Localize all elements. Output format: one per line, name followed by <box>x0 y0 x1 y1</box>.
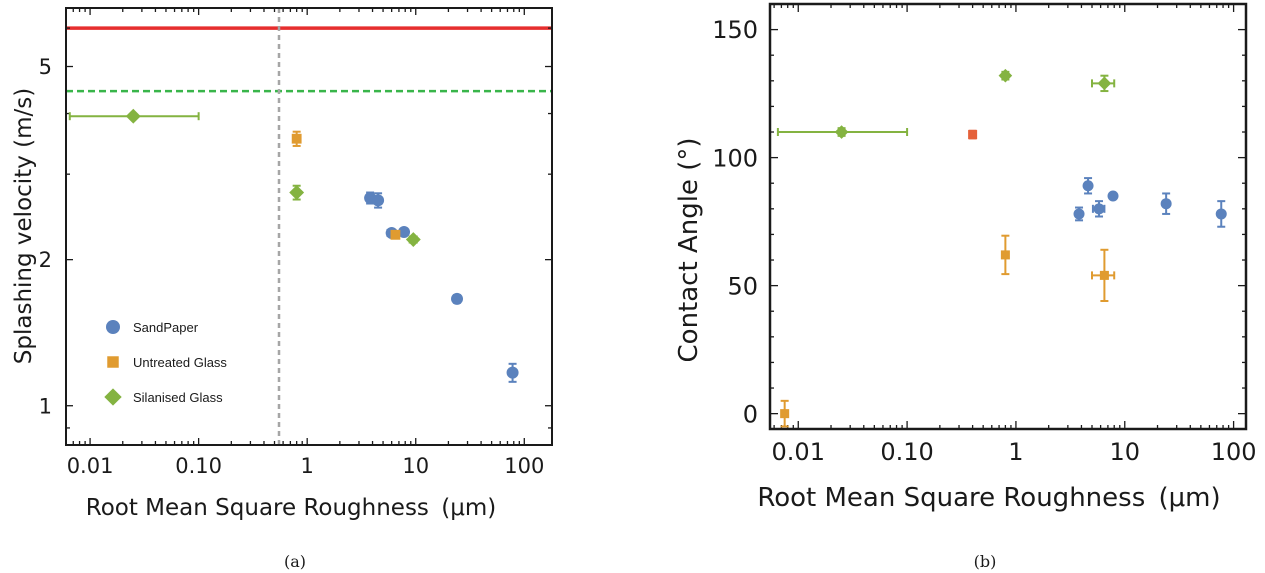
panel-b-point-sandpaper <box>1160 192 1172 215</box>
panel-a-marker-silanised <box>289 185 305 200</box>
panel-a-point-sandpaper <box>372 192 385 209</box>
panel-b-marker-sandpaper <box>1082 180 1094 192</box>
legend-label-silanised: Silanised Glass <box>133 390 223 405</box>
panel-a-y-tick-label: 5 <box>39 55 52 79</box>
panel-b-y-tick-label: 0 <box>743 400 758 428</box>
legend-entry-untreated: Untreated Glass <box>107 355 227 370</box>
panel-b-marker-silanised <box>1097 76 1112 91</box>
legend-marker-sandpaper <box>106 320 120 334</box>
panel-b-x-axis-title: Root Mean Square Roughness (μm) <box>757 483 1220 513</box>
panel-a-point-untreated <box>390 229 401 240</box>
panel-a-marker-untreated <box>291 133 302 144</box>
panel-b-point-sandpaper <box>1107 190 1119 202</box>
panel-a-y-axis-title: Splashing velocity (m/s) <box>11 88 37 364</box>
panel-b-y-tick-label: 100 <box>712 144 758 172</box>
panel-b-marker-untreated <box>1000 250 1010 260</box>
legend-label-sandpaper: SandPaper <box>133 320 199 335</box>
panel-b-point-red <box>968 129 978 140</box>
legend-marker-silanised <box>104 388 122 406</box>
legend-label-untreated: Untreated Glass <box>133 355 227 370</box>
panel-b-x-tick-label: 100 <box>1211 438 1257 466</box>
panel-b-y-tick-label: 50 <box>727 272 758 300</box>
legend-marker-untreated <box>107 356 119 368</box>
panel-a-x-tick-label: 0.10 <box>175 454 222 478</box>
panel-a-x-axis-title-main: Root Mean Square Roughness <box>86 495 429 521</box>
panel-a-marker-sandpaper <box>451 292 464 305</box>
panel-b-point-sandpaper <box>1082 177 1094 195</box>
panel-a-point-untreated <box>291 130 302 147</box>
legend-entry-sandpaper: SandPaper <box>106 320 199 335</box>
panel-b-x-tick-label: 10 <box>1109 438 1140 466</box>
panel-b-y-tick-label: 150 <box>712 16 758 44</box>
panel-b-marker-sandpaper <box>1093 203 1105 215</box>
panel-b-marker-sandpaper <box>1073 208 1085 220</box>
panel-a-x-tick-label: 0.01 <box>67 454 114 478</box>
panel-b-point-untreated <box>1000 234 1010 276</box>
panel-b-marker-silanised <box>834 125 849 139</box>
panel-b-point-sandpaper <box>1215 200 1227 228</box>
panel-a-marker-silanised <box>125 108 141 124</box>
panel-b-marker-sandpaper <box>1160 198 1172 210</box>
panel-a-point-silanised <box>68 108 200 124</box>
panel-a-x-tick-label: 1 <box>300 454 313 478</box>
panel-a-point-silanised <box>289 184 305 201</box>
panel-b-point-silanised <box>1091 74 1116 93</box>
panel-b-point-untreated <box>780 399 790 428</box>
panel-a-data-marks <box>68 108 519 383</box>
panel-a-reference-lines <box>66 8 552 445</box>
panel-b-marker-sandpaper <box>1215 208 1227 220</box>
panel-b-marker-untreated <box>780 409 790 419</box>
panel-b-point-silanised <box>776 125 909 139</box>
panel-a-marker-untreated <box>390 229 401 240</box>
panel-b-point-sandpaper <box>1073 206 1085 222</box>
panel-b-marker-silanised <box>998 68 1013 83</box>
panel-a-plot-frame <box>65 7 553 446</box>
panel-b-y-axis-title: Contact Angle (°) <box>674 138 704 363</box>
panel-b-marker-red <box>968 130 978 140</box>
panel-b-plot-frame <box>768 2 1248 431</box>
panel-b-x-axis-title-main: Root Mean Square Roughness <box>757 483 1145 513</box>
panel-b-point-untreated <box>1091 248 1116 302</box>
panel-a-marker-sandpaper <box>398 226 411 239</box>
panel-a-marker-sandpaper <box>506 366 519 379</box>
panel-b-point-silanised <box>998 68 1013 83</box>
panel-a-x-tick-label: 10 <box>402 454 429 478</box>
legend-entry-silanised: Silanised Glass <box>104 388 223 406</box>
panel-a-point-silanised <box>405 232 421 247</box>
panel-a-x-axis-title: Root Mean Square Roughness (μm) <box>86 495 496 521</box>
panel-b-x-axis-title-unit: (μm) <box>1159 483 1221 513</box>
panel-b-marker-untreated <box>1099 270 1109 280</box>
panel-a-point-sandpaper <box>398 226 411 239</box>
panel-a-x-axis-title-unit: (μm) <box>441 495 496 521</box>
panel-a-y-tick-label: 1 <box>39 394 52 418</box>
panel-a-caption: (a) <box>284 552 306 571</box>
panel-b-data-marks <box>776 68 1227 428</box>
panel-b-caption: (b) <box>974 552 997 571</box>
panel-a-marker-silanised <box>405 232 421 247</box>
panel-a-x-tick-label: 100 <box>504 454 544 478</box>
panel-a-y-tick-label: 2 <box>39 248 52 272</box>
panel-b-point-sandpaper <box>1091 200 1106 218</box>
panel-b-marker-sandpaper <box>1107 190 1119 202</box>
panel-a-legend: SandPaper Untreated Glass Silanised Glass <box>104 320 227 406</box>
panel-a: 0.01 0.10 1 10 100 1 2 5 SandPaper Untreated Gla… <box>11 7 553 571</box>
panel-b-x-tick-label: 0.10 <box>880 438 933 466</box>
panel-b-x-tick-label: 0.01 <box>772 438 825 466</box>
panel-b: 0.01 0.10 1 10 100 0 50 100 150 Root Mean Square… <box>674 2 1257 571</box>
panel-a-point-sandpaper <box>451 292 464 305</box>
panel-b-x-tick-label: 1 <box>1008 438 1023 466</box>
panel-a-marker-sandpaper <box>372 194 385 207</box>
panel-a-point-sandpaper <box>506 362 519 383</box>
